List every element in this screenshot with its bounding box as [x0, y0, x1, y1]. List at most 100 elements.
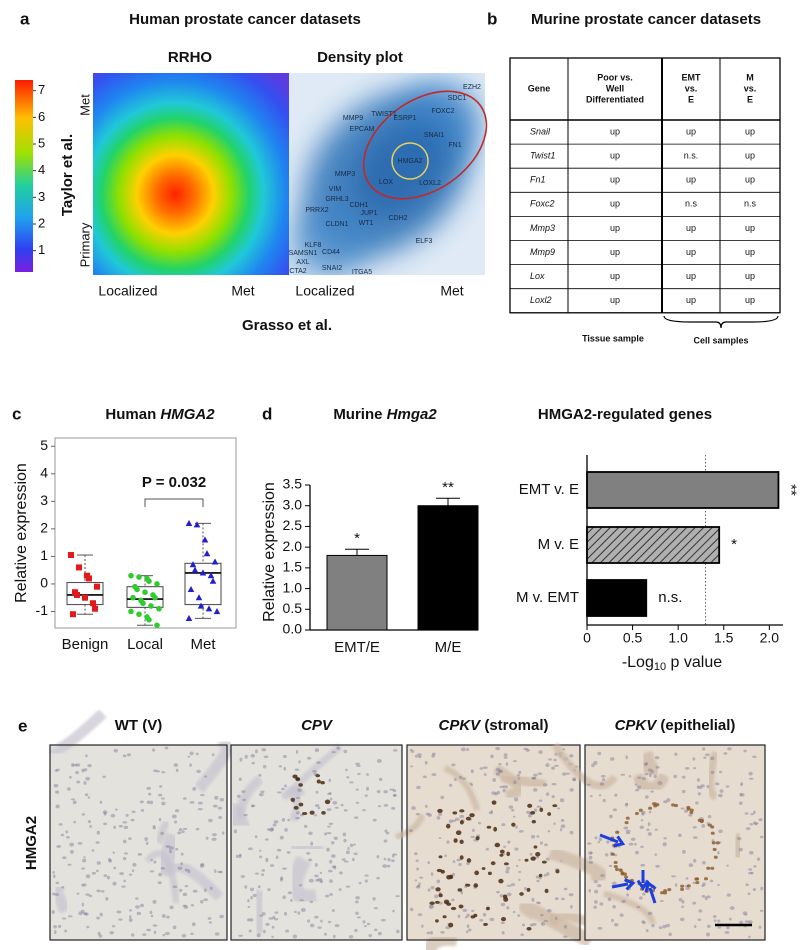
- y-axis-title: Relative expression: [261, 482, 278, 622]
- y-tick-label: 0.5: [283, 600, 303, 616]
- table-cell: up: [610, 223, 620, 233]
- table-cell: up: [686, 271, 696, 281]
- x-tick-label: 0.5: [623, 630, 643, 646]
- nucleus: [62, 856, 67, 860]
- nucleus: [728, 917, 732, 921]
- nucleus: [112, 881, 117, 886]
- table-cell: up: [745, 295, 755, 305]
- nucleus: [702, 882, 706, 887]
- stained-nucleus: [450, 906, 457, 911]
- nucleus: [295, 749, 299, 754]
- stained-nucleus: [615, 867, 620, 872]
- table-cell: up: [686, 126, 696, 136]
- stained-nucleus: [648, 806, 653, 810]
- nucleus: [452, 860, 456, 864]
- stained-nucleus: [531, 820, 536, 824]
- nucleus: [518, 878, 521, 882]
- nucleus: [756, 857, 761, 861]
- image-title-italic: CPV: [301, 717, 334, 734]
- nucleus: [190, 903, 194, 907]
- nucleus: [594, 889, 599, 894]
- nucleus: [153, 769, 158, 772]
- nucleus: [252, 893, 257, 898]
- nucleus: [85, 893, 90, 896]
- nucleus: [316, 761, 321, 764]
- nucleus: [87, 820, 92, 824]
- nucleus: [103, 822, 107, 826]
- nucleus: [391, 859, 395, 863]
- nucleus: [274, 911, 279, 914]
- nucleus: [137, 852, 143, 856]
- nucleus: [726, 925, 730, 930]
- stained-nucleus: [710, 825, 715, 829]
- stained-nucleus: [498, 878, 504, 884]
- nucleus: [680, 807, 685, 810]
- nucleus: [674, 752, 678, 756]
- tissue-strand: [637, 750, 664, 780]
- gene-label: SAMSN1: [289, 250, 318, 257]
- nucleus: [328, 778, 331, 783]
- nucleus: [80, 909, 85, 914]
- stained-nucleus: [446, 823, 451, 829]
- nucleus: [533, 773, 538, 777]
- stained-nucleus: [457, 888, 463, 892]
- nucleus: [113, 825, 117, 829]
- nucleus: [692, 767, 697, 770]
- nucleus: [175, 768, 179, 772]
- y-tick-label: -1: [36, 602, 49, 618]
- nucleus: [466, 862, 470, 866]
- nucleus: [315, 879, 320, 882]
- nucleus: [706, 895, 711, 899]
- nucleus: [747, 892, 751, 896]
- nucleus: [52, 874, 56, 879]
- nucleus: [562, 935, 568, 938]
- nucleus: [77, 842, 83, 845]
- nucleus: [688, 813, 693, 817]
- tissue-strand: [287, 855, 318, 906]
- table-cell: n.s: [744, 199, 757, 209]
- nucleus: [613, 923, 619, 927]
- stained-nucleus: [689, 810, 694, 815]
- data-point: [154, 581, 160, 587]
- nucleus: [568, 893, 574, 897]
- gene-label: CD44: [322, 249, 340, 256]
- bar: [417, 505, 479, 631]
- nucleus: [85, 776, 91, 781]
- nucleus: [184, 868, 189, 872]
- nucleus: [255, 749, 258, 754]
- nucleus: [639, 896, 643, 900]
- nucleus: [636, 905, 641, 909]
- stained-nucleus: [298, 802, 304, 807]
- nucleus: [698, 909, 703, 913]
- nucleus: [537, 902, 541, 905]
- nucleus: [248, 847, 253, 851]
- density-blob: [290, 200, 370, 275]
- nucleus: [593, 880, 598, 884]
- nucleus: [559, 798, 565, 803]
- nucleus: [681, 905, 685, 909]
- nucleus: [619, 913, 624, 917]
- micrograph-border: [49, 744, 228, 941]
- nucleus: [416, 867, 419, 871]
- nucleus: [560, 819, 565, 822]
- data-point: [193, 521, 201, 528]
- nucleus: [211, 837, 217, 841]
- nucleus: [479, 767, 484, 770]
- nucleus: [148, 792, 152, 796]
- nucleus: [666, 798, 671, 802]
- nucleus: [593, 900, 598, 904]
- tissue-strand: [163, 861, 224, 901]
- table-cell: Twist1: [530, 151, 555, 161]
- nucleus: [749, 850, 754, 855]
- nucleus: [256, 933, 261, 938]
- table-cell: up: [610, 151, 620, 161]
- nucleus: [99, 800, 103, 804]
- nucleus: [489, 917, 495, 922]
- nucleus: [752, 755, 757, 758]
- chart-title: Murine Hmga2: [333, 406, 437, 423]
- nucleus: [125, 813, 129, 817]
- nucleus: [247, 899, 250, 903]
- nucleus: [355, 801, 360, 804]
- nucleus: [718, 829, 723, 834]
- nucleus: [499, 785, 505, 789]
